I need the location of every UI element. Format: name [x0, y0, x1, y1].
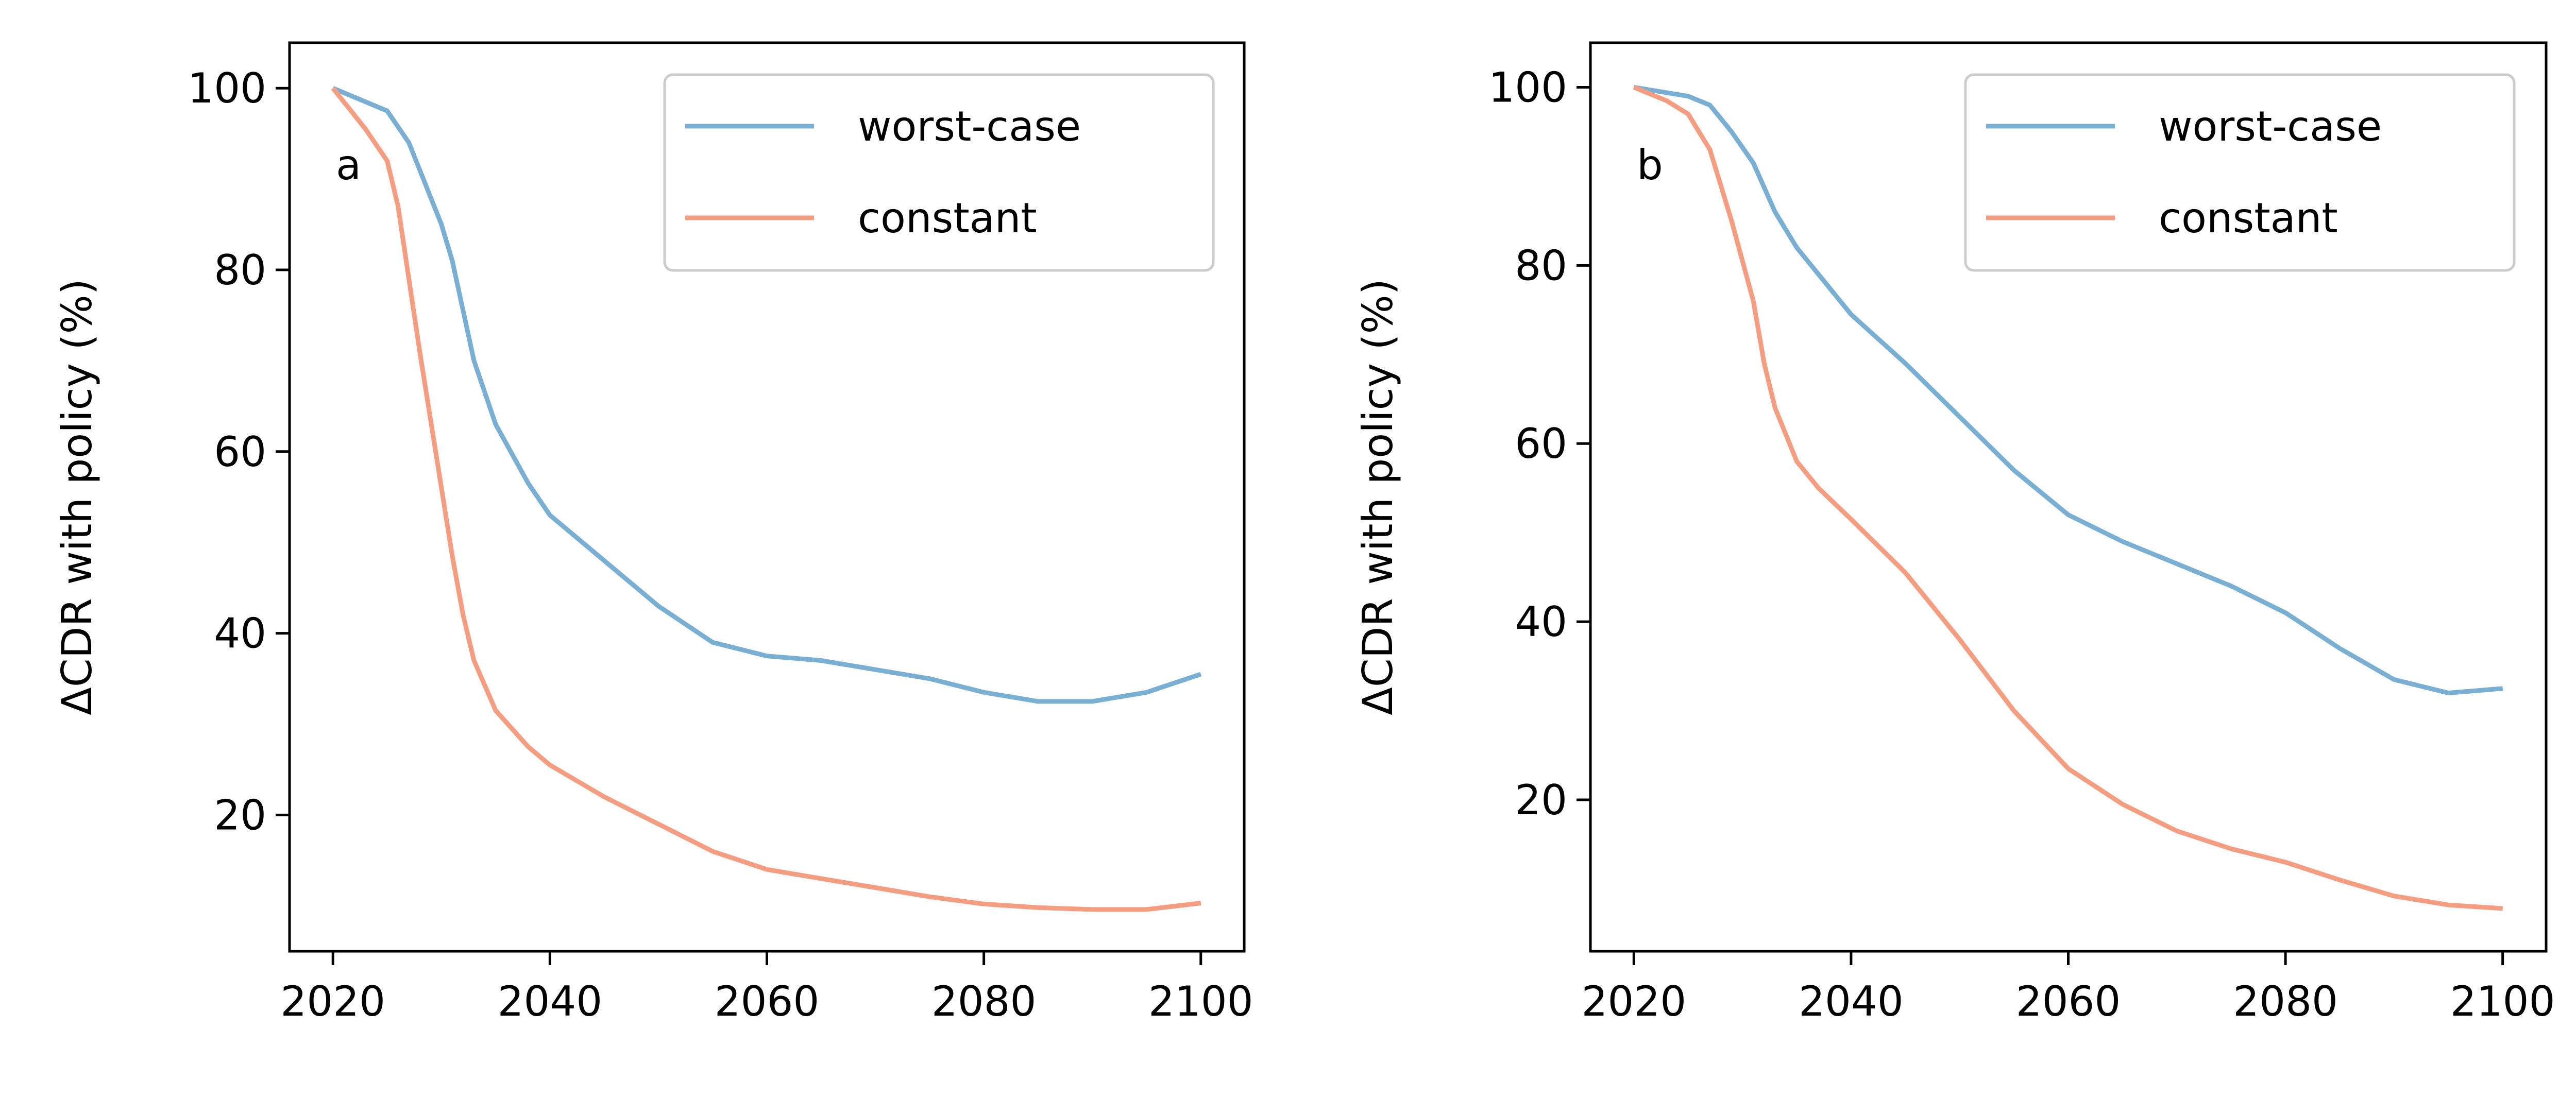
- y-tick-label: 80: [1515, 242, 1567, 289]
- legend-box: [1964, 73, 2516, 272]
- y-tick-label: 40: [214, 610, 266, 658]
- y-axis-label: ΔCDR with policy (%): [53, 279, 101, 715]
- legend-box: [663, 73, 1215, 272]
- x-tick-label: 2060: [715, 978, 820, 1025]
- x-tick-label: 2040: [1799, 978, 1904, 1025]
- series-line-constant: [1633, 85, 2503, 911]
- y-tick-label: 100: [188, 64, 266, 112]
- series-line-constant: [331, 87, 1201, 912]
- y-tick-label: 80: [214, 246, 266, 294]
- panel-label: b: [1637, 141, 1663, 189]
- series-line-worst-case: [332, 86, 1202, 704]
- legend-label-worst-case: worst-case: [2159, 102, 2382, 150]
- x-tick-label: 2080: [2233, 978, 2338, 1025]
- x-tick-label: 2100: [1148, 978, 1253, 1025]
- legend-label-constant: constant: [858, 194, 1037, 242]
- x-tick-label: 2040: [498, 978, 603, 1025]
- y-tick-label: 60: [214, 428, 266, 476]
- y-tick-label: 40: [1515, 598, 1567, 646]
- panel-label: a: [336, 141, 361, 189]
- y-tick-label: 20: [1515, 776, 1567, 824]
- series-line-worst-case: [1633, 85, 2503, 695]
- y-tick-label: 20: [214, 791, 266, 839]
- x-tick-label: 2100: [2450, 978, 2555, 1025]
- x-tick-label: 2060: [2016, 978, 2121, 1025]
- legend-label-worst-case: worst-case: [858, 102, 1081, 150]
- x-tick-label: 2020: [1582, 978, 1687, 1025]
- x-tick-label: 2020: [280, 978, 385, 1025]
- y-axis-label: ΔCDR with policy (%): [1354, 279, 1402, 715]
- x-tick-label: 2080: [931, 978, 1037, 1025]
- y-tick-label: 60: [1515, 420, 1567, 468]
- legend-label-constant: constant: [2159, 194, 2338, 242]
- y-tick-label: 100: [1488, 63, 1567, 111]
